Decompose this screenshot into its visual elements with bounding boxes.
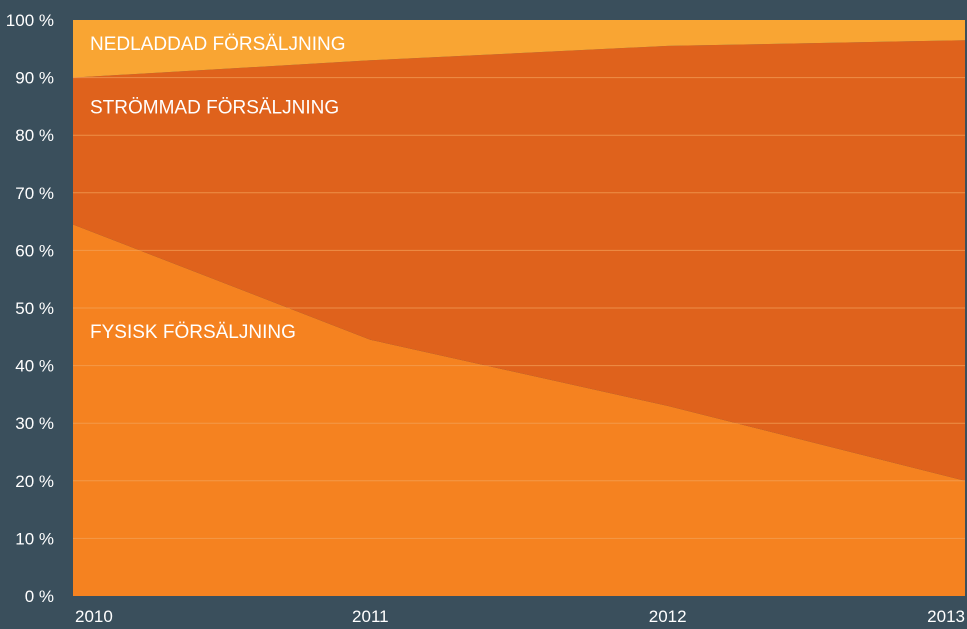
y-tick-label: 60 %	[15, 241, 54, 260]
y-tick-label: 20 %	[15, 472, 54, 491]
x-tick-label: 2011	[352, 607, 389, 626]
y-tick-label: 90 %	[15, 69, 54, 88]
x-tick-label: 2012	[649, 607, 687, 626]
y-tick-label: 30 %	[15, 414, 54, 433]
y-tick-label: 10 %	[15, 529, 54, 548]
y-tick-label: 40 %	[15, 357, 54, 376]
series-label-1: STRÖMMAD FÖRSÄLJNING	[90, 97, 339, 118]
x-tick-label: 2013	[927, 607, 965, 626]
area-series-2	[73, 20, 965, 78]
series-label-0: FYSISK FÖRSÄLJNING	[90, 322, 296, 343]
y-tick-label: 100 %	[6, 11, 54, 30]
y-axis-ticks: 0 % 10 % 20 % 30 % 40 % 50 % 60 % 70 % 80 % 90 % 1…	[6, 11, 54, 606]
y-tick-label: 70 %	[15, 184, 54, 203]
chart-gridlines	[73, 77, 965, 539]
area-series-0	[73, 224, 965, 596]
x-tick-label: 2010	[75, 607, 113, 626]
area-series-1	[73, 40, 965, 481]
series-labels: FYSISK FÖRSÄLJNING STRÖMMAD FÖRSÄLJNING NE…	[90, 34, 346, 343]
y-tick-label: 0 %	[25, 587, 54, 606]
chart-areas	[73, 20, 965, 596]
y-tick-label: 80 %	[15, 126, 54, 145]
series-label-2: NEDLADDAD FÖRSÄLJNING	[90, 34, 346, 55]
y-tick-label: 50 %	[15, 299, 54, 318]
x-axis-ticks: 2010 2011 2012 2013	[75, 607, 965, 626]
